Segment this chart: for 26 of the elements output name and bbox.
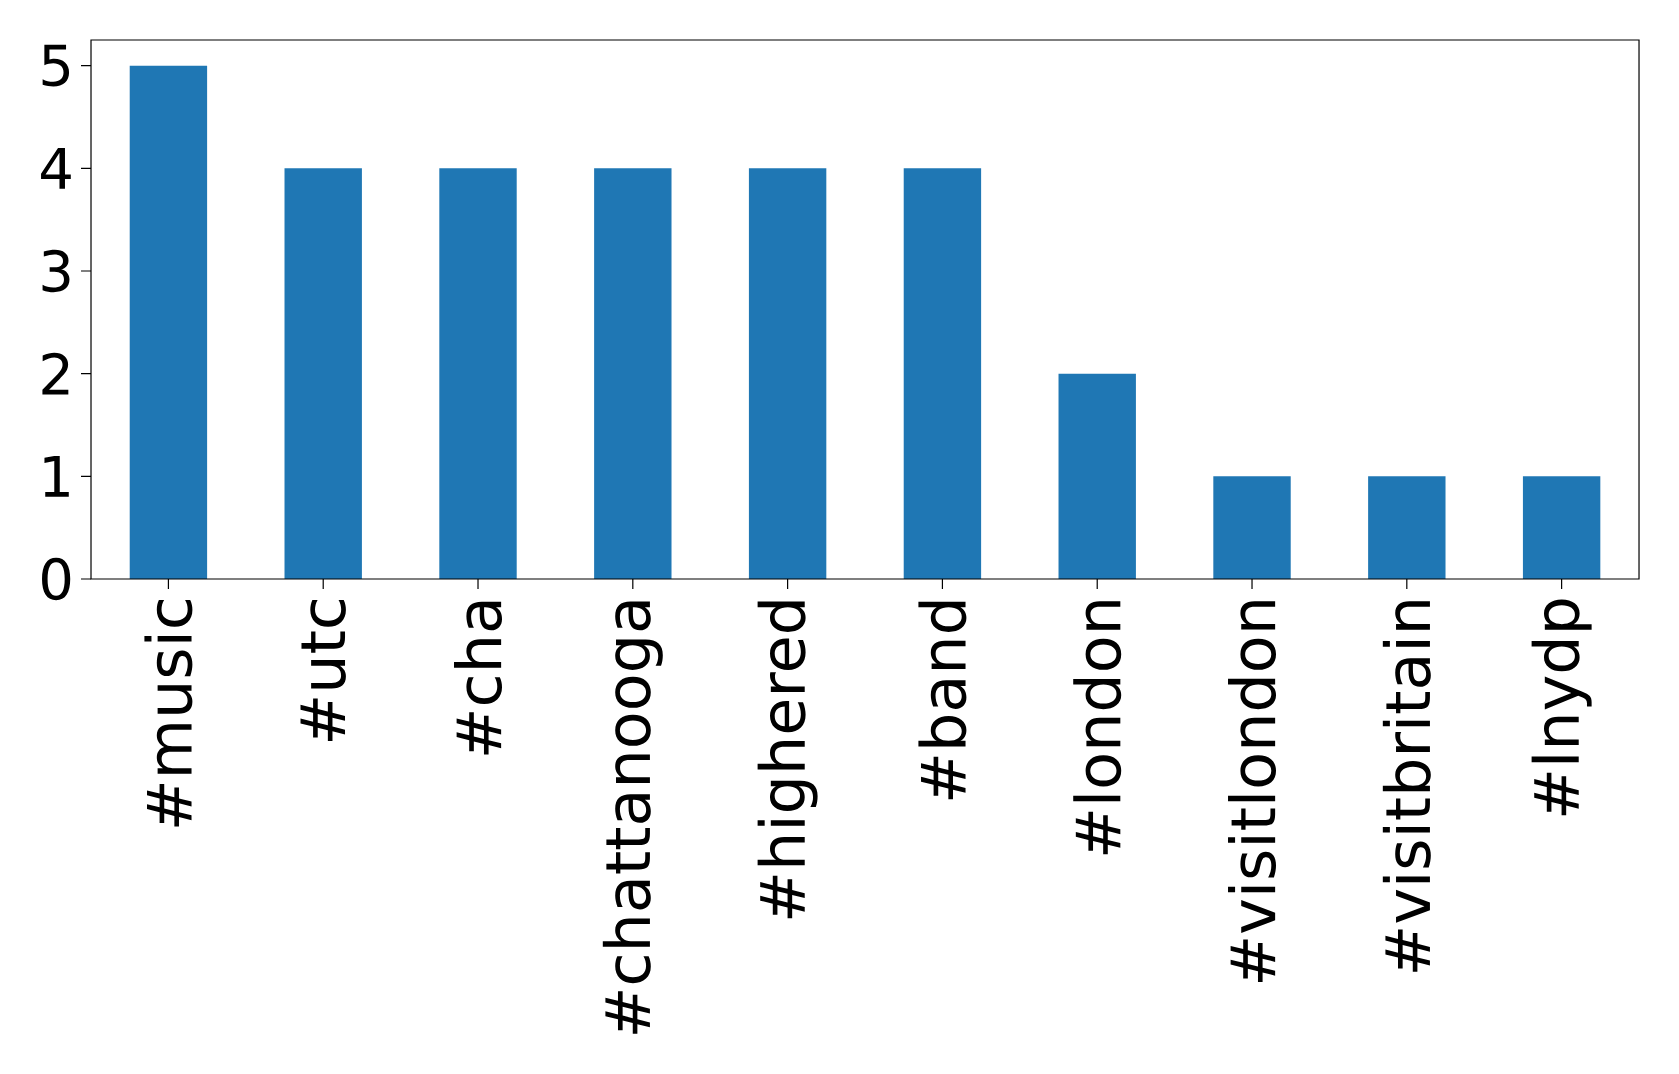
bar	[748, 168, 827, 579]
bar	[1058, 373, 1136, 579]
bar	[1213, 476, 1291, 579]
y-tick-label: 3	[42, 249, 70, 293]
x-tick-label: #visitlondon	[1228, 601, 1277, 982]
y-tick-label: 2	[42, 352, 69, 395]
bar	[903, 168, 982, 579]
x-tick-label: #music	[144, 599, 193, 827]
bar	[1368, 476, 1446, 579]
x-tick-label: #cha	[454, 601, 502, 755]
bar	[284, 168, 362, 579]
x-tick-label: #highered	[757, 601, 818, 919]
x-tick-label: #band	[918, 601, 967, 800]
x-tick-label: #utc	[300, 599, 346, 741]
bar	[439, 168, 517, 579]
bar	[129, 65, 208, 579]
x-tick-label: #lnydp	[1531, 599, 1592, 816]
x-tick-label: #chattanooga	[602, 601, 663, 1034]
y-tick-label: 1	[44, 455, 69, 497]
bar	[1522, 476, 1601, 579]
bar	[594, 168, 672, 579]
y-tick-label: 5	[42, 44, 70, 87]
y-tick-label: 0	[42, 557, 71, 601]
x-tick-label: #visitbritain	[1382, 601, 1431, 972]
x-tick-label: #london	[1073, 601, 1122, 855]
y-tick-label: 4	[41, 147, 71, 189]
